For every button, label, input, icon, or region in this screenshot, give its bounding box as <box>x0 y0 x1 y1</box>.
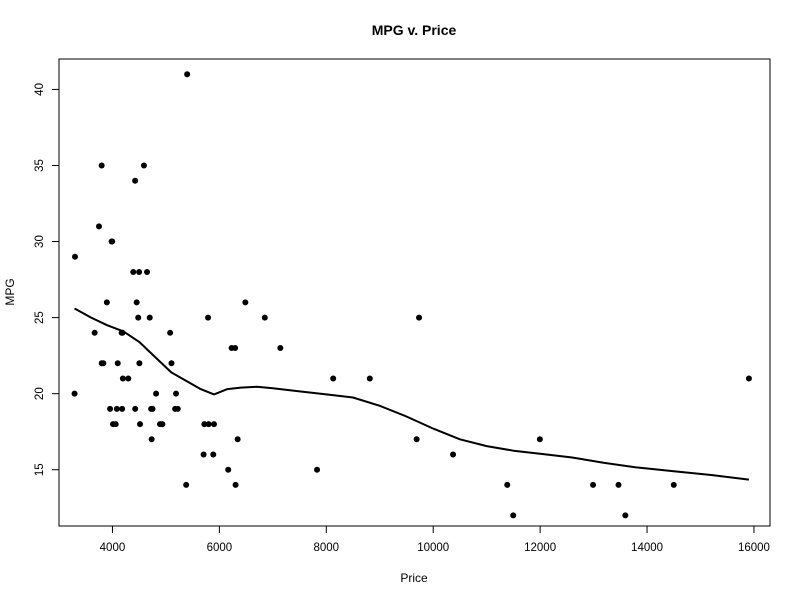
chart-title: MPG v. Price <box>372 22 457 38</box>
trend-line <box>74 307 750 481</box>
data-point <box>232 481 239 488</box>
data-point <box>125 375 132 382</box>
data-point <box>201 421 208 428</box>
data-point <box>130 268 137 275</box>
data-point <box>366 375 373 382</box>
data-point <box>109 238 116 245</box>
data-point <box>132 177 139 184</box>
x-axis-label: Price <box>400 571 428 585</box>
data-point <box>112 421 119 428</box>
data-point <box>114 360 121 367</box>
data-point <box>670 481 677 488</box>
data-point <box>119 405 126 412</box>
data-point <box>140 162 147 169</box>
data-point <box>144 268 151 275</box>
data-point <box>167 329 174 336</box>
data-point <box>205 421 212 428</box>
data-point <box>98 162 105 169</box>
data-point <box>416 314 423 321</box>
plot-frame <box>58 58 771 527</box>
x-tick-label: 14000 <box>631 542 663 554</box>
data-point <box>745 375 752 382</box>
x-tick-label: 16000 <box>738 542 770 554</box>
data-point <box>205 314 212 321</box>
data-point <box>168 360 175 367</box>
trend-line-group <box>74 307 750 481</box>
data-point <box>103 299 110 306</box>
data-point <box>100 360 107 367</box>
data-point <box>450 451 457 458</box>
y-tick-label: 25 <box>34 311 46 324</box>
y-tick-label: 20 <box>34 387 46 400</box>
data-point <box>622 512 629 519</box>
data-point <box>413 436 420 443</box>
data-point <box>149 405 156 412</box>
data-point <box>314 466 321 473</box>
data-point <box>173 390 180 397</box>
x-tick-label: 4000 <box>100 542 126 554</box>
data-point <box>330 375 337 382</box>
data-point <box>137 421 144 428</box>
data-point <box>133 299 140 306</box>
data-point <box>225 466 232 473</box>
y-axis: 15 20 25 30 35 40 <box>34 83 60 476</box>
data-point <box>136 360 143 367</box>
data-point <box>153 390 160 397</box>
x-axis: 4000 6000 8000 10000 12000 14000 16000 <box>100 525 770 554</box>
x-tick-label: 8000 <box>313 542 339 554</box>
data-point <box>536 436 543 443</box>
data-point <box>107 405 114 412</box>
data-point <box>113 405 120 412</box>
scatter-points <box>71 71 752 519</box>
data-point <box>590 481 597 488</box>
data-point <box>210 451 217 458</box>
data-point <box>174 405 181 412</box>
x-tick-label: 10000 <box>417 542 449 554</box>
x-tick-label: 6000 <box>207 542 233 554</box>
data-point <box>136 268 143 275</box>
data-point <box>159 421 166 428</box>
data-point <box>210 421 217 428</box>
data-point <box>132 405 139 412</box>
data-point <box>119 375 126 382</box>
data-point <box>277 345 284 352</box>
y-tick-label: 15 <box>34 463 46 476</box>
y-tick-label: 30 <box>34 235 46 248</box>
y-axis-label: MPG <box>3 278 17 305</box>
data-point <box>261 314 268 321</box>
data-point <box>510 512 517 519</box>
data-point <box>183 481 190 488</box>
data-point <box>71 390 78 397</box>
data-point <box>146 314 153 321</box>
data-point <box>71 253 78 260</box>
data-point <box>234 436 241 443</box>
data-point <box>91 329 98 336</box>
data-point <box>95 223 102 230</box>
y-tick-label: 35 <box>34 159 46 172</box>
data-point <box>232 345 239 352</box>
data-point <box>135 314 142 321</box>
data-point <box>242 299 249 306</box>
data-point <box>184 71 191 78</box>
data-point <box>200 451 207 458</box>
data-point <box>148 436 155 443</box>
data-point <box>615 481 622 488</box>
x-tick-label: 12000 <box>524 542 556 554</box>
y-tick-label: 40 <box>34 83 46 96</box>
data-point <box>504 481 511 488</box>
